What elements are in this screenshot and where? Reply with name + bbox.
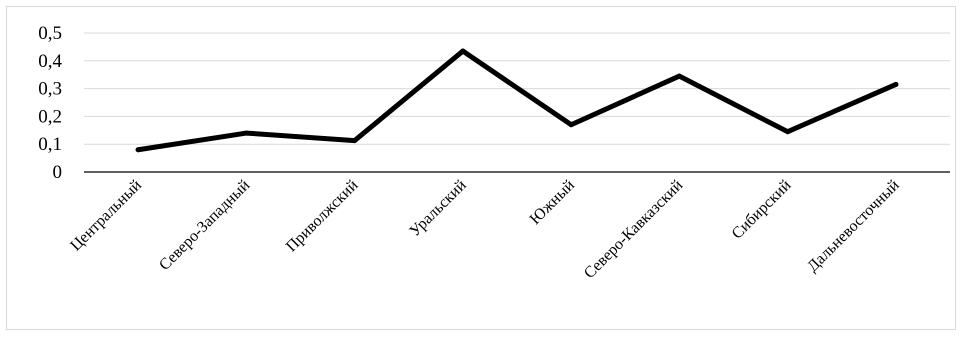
gridlines [84,32,950,145]
data-point [676,73,682,79]
x-tick-label: Сибирский [729,176,795,242]
y-tick-label: 0,4 [38,51,62,72]
data-point [352,138,358,144]
y-tick-label: 0,5 [38,23,62,44]
data-point [785,129,791,135]
y-tick-label: 0,1 [38,134,62,155]
y-tick-label: 0,3 [38,79,62,100]
series-line [135,48,899,153]
data-point [893,81,899,87]
chart-frame [6,6,956,330]
x-tick-label: Приволжский [283,177,362,256]
y-tick-label: 0 [53,162,63,183]
x-tick-label: Центральный [67,177,145,255]
data-point [135,147,141,153]
x-tick-label: Северо-Западный [156,177,253,274]
data-point [568,122,574,128]
data-point [460,48,466,54]
x-axis-ticks: Центральный Северо-Западный Приволжский Ура… [67,176,903,282]
data-point [243,130,249,136]
x-tick-label: Северо-Кавказский [581,177,687,283]
series-lines [135,48,899,153]
x-tick-label: Южный [527,177,579,229]
x-tick-label: Уральский [406,177,470,241]
y-tick-label: 0,2 [38,106,62,127]
x-tick-label: Дальневосточный [804,177,903,276]
y-axis-ticks: 0 0,1 0,2 0,3 0,4 0,5 [38,23,62,183]
